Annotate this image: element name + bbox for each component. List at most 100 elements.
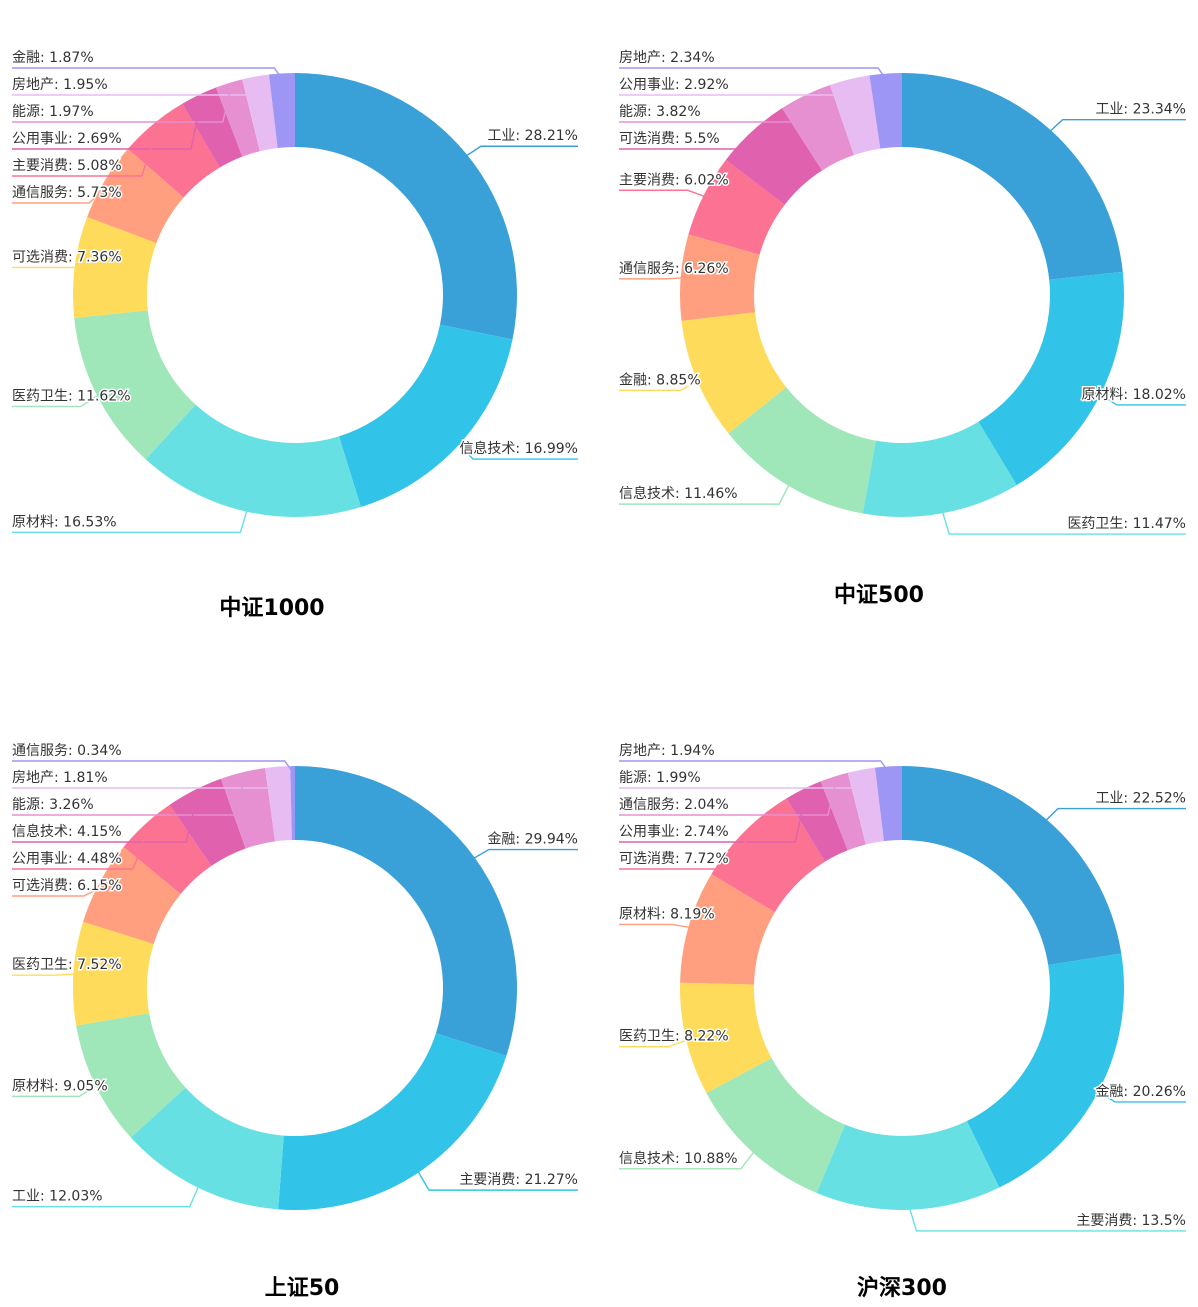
slice-label: 能源: 3.26%	[12, 797, 94, 813]
slice-label: 公用事业: 2.74%	[619, 824, 729, 840]
donut-slice[interactable]	[711, 798, 825, 913]
slice-label: 可选消费: 7.36%	[12, 249, 122, 265]
donut-slice[interactable]	[725, 108, 823, 205]
slice-label: 主要消费: 21.27%	[459, 1172, 578, 1188]
label-leader-line	[1046, 118, 1186, 136]
slice-label: 可选消费: 5.5%	[619, 131, 720, 147]
donut-slice[interactable]	[875, 766, 902, 842]
donut-slice[interactable]	[978, 271, 1124, 486]
slice-label: 金融: 29.94%	[487, 832, 578, 848]
slice-label: 信息技术: 16.99%	[459, 440, 578, 457]
label-leader-line	[12, 391, 103, 408]
donut-slice[interactable]	[295, 73, 518, 340]
donut-slice[interactable]	[338, 324, 513, 507]
label-leader-line	[1093, 1087, 1186, 1103]
label-leader-line	[619, 760, 890, 773]
chart-title-csi300: 沪深300	[857, 1276, 947, 1301]
slice-label: 主要消费: 5.08%	[12, 158, 122, 174]
donut-slice[interactable]	[130, 1087, 284, 1210]
donut-slice[interactable]	[145, 404, 361, 517]
label-leader-line	[619, 1147, 758, 1170]
donut-slice[interactable]	[786, 781, 848, 862]
label-leader-line	[619, 67, 887, 80]
donut-slice[interactable]	[688, 159, 785, 255]
label-leader-line	[12, 828, 150, 870]
slice-label: 房地产: 1.81%	[12, 770, 108, 786]
slice-label: 可选消费: 7.72%	[619, 851, 729, 867]
donut-slice[interactable]	[242, 74, 278, 152]
slice-label: 公用事业: 2.69%	[12, 131, 122, 147]
slice-label: 工业: 28.21%	[487, 128, 578, 144]
label-leader-line	[1041, 807, 1186, 825]
label-leader-line	[12, 67, 283, 80]
donut-slice[interactable]	[680, 982, 772, 1093]
label-leader-line	[12, 183, 111, 204]
slice-label: 能源: 3.82%	[619, 104, 701, 120]
label-leader-line	[619, 1037, 693, 1048]
slice-label: 工业: 12.03%	[12, 1189, 103, 1205]
label-leader-line	[619, 377, 703, 392]
label-leader-line	[12, 1082, 102, 1098]
donut-slice[interactable]	[902, 766, 1122, 966]
donut-slice[interactable]	[182, 87, 243, 168]
donut-slice[interactable]	[966, 953, 1124, 1188]
slice-label: 房地产: 1.95%	[12, 77, 108, 93]
donut-slice[interactable]	[869, 73, 902, 149]
label-leader-line	[12, 884, 106, 897]
label-leader-line	[619, 794, 807, 843]
slice-label: 医药卫生: 8.22%	[619, 1029, 729, 1045]
label-leader-line	[12, 505, 250, 534]
label-leader-line	[12, 777, 245, 816]
donut-slice[interactable]	[816, 1121, 1000, 1211]
label-leader-line	[619, 775, 863, 789]
donut-slice[interactable]	[728, 387, 876, 514]
donut-slice[interactable]	[74, 310, 196, 460]
donut-slice[interactable]	[680, 874, 775, 985]
donut-slice[interactable]	[862, 421, 1017, 517]
donut-slice[interactable]	[782, 85, 854, 171]
slice-label: 金融: 8.85%	[619, 372, 701, 388]
label-leader-line	[619, 135, 757, 150]
label-leader-line	[12, 100, 203, 150]
label-leader-line	[12, 88, 232, 123]
donut-slice[interactable]	[706, 1057, 846, 1193]
donut-slice[interactable]	[76, 1013, 186, 1138]
donut-slice[interactable]	[216, 79, 260, 157]
label-leader-line	[461, 145, 578, 160]
slice-label: 信息技术: 4.15%	[12, 823, 122, 840]
donut-slice[interactable]	[820, 772, 866, 851]
donut-slice[interactable]	[290, 766, 295, 841]
donut-slice[interactable]	[127, 103, 220, 198]
slice-label: 金融: 20.26%	[1095, 1084, 1186, 1100]
slice-label: 原材料: 8.19%	[619, 906, 715, 922]
label-leader-line	[619, 480, 792, 505]
slice-label: 公用事业: 4.48%	[12, 851, 122, 867]
donut-slice[interactable]	[83, 846, 181, 944]
slice-label: 通信服务: 5.73%	[12, 185, 122, 201]
donut-slice[interactable]	[902, 73, 1123, 280]
donut-slice[interactable]	[847, 767, 885, 845]
label-leader-line	[12, 772, 279, 789]
chart-title-sse50: 上证50	[264, 1276, 340, 1301]
label-leader-line	[12, 760, 294, 773]
donut-slice[interactable]	[87, 148, 184, 244]
donut-slice[interactable]	[681, 312, 787, 434]
donut-slice[interactable]	[123, 804, 212, 894]
donut-slice[interactable]	[169, 778, 246, 866]
label-leader-line	[619, 189, 710, 199]
donut-slice[interactable]	[295, 766, 517, 1056]
label-leader-line	[414, 1166, 578, 1191]
donut-slice[interactable]	[680, 234, 760, 321]
slice-label: 医药卫生: 7.52%	[12, 957, 122, 973]
chart-title-csi1000: 中证1000	[219, 596, 325, 621]
label-leader-line	[12, 795, 198, 843]
slice-label: 信息技术: 11.46%	[619, 485, 738, 502]
slice-label: 原材料: 16.53%	[12, 514, 117, 530]
donut-slice[interactable]	[72, 921, 154, 1026]
slice-label: 能源: 1.99%	[619, 770, 701, 786]
donut-slice[interactable]	[268, 73, 295, 149]
donut-slice[interactable]	[278, 1033, 507, 1211]
slice-label: 医药卫生: 11.47%	[1067, 516, 1186, 532]
slice-label: 通信服务: 6.26%	[619, 261, 729, 277]
donut-slice[interactable]	[73, 217, 157, 318]
